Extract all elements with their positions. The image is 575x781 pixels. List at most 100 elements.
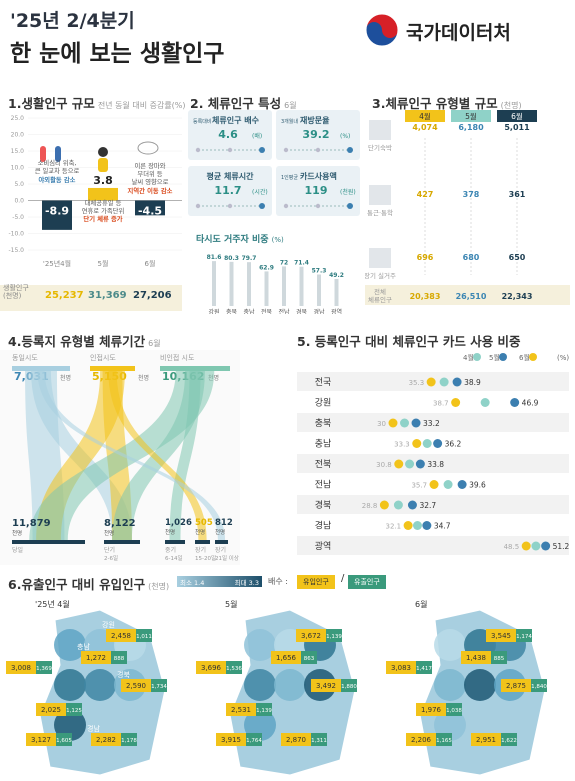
sec1-ytick: 25.0: [11, 115, 25, 122]
sec5-high-label: 39.6: [469, 481, 486, 490]
sec6-in-value: 3,696: [201, 664, 222, 672]
sec2-card-sublabel: 1인평균: [281, 174, 298, 181]
sec6-out-value: 1,622: [501, 738, 517, 744]
sec1-row-value-may: 31,369: [88, 290, 127, 301]
sec5-dot: [415, 459, 425, 469]
person-icon: [98, 147, 108, 157]
sec5-legend-label: 6월: [519, 353, 530, 362]
sec2-card-label: 평균 체류시간: [207, 171, 255, 181]
sec6-out-value: 1,840: [531, 684, 547, 690]
sec6-map-region: [244, 669, 276, 701]
sec4-bottom-sublabel: 15-20일: [195, 554, 216, 562]
sec5-category: 광역: [315, 540, 332, 552]
sec3-month-label: 6월: [511, 111, 523, 121]
sec5-dot: [439, 377, 449, 387]
sec1-note: 연휴로 가족단위: [82, 206, 125, 215]
sec6-out-value: 1,369: [36, 666, 52, 672]
sec4-bottom-value: 505: [195, 518, 213, 528]
sec3-title: 3.체류인구 유형별 규모 (천명): [372, 96, 522, 111]
sec2-ratio-value: 80.3: [224, 255, 239, 262]
sec6-slash: /: [341, 573, 345, 584]
sec6-in-box: [471, 733, 501, 746]
period-label: '25년 2/4분기: [10, 10, 135, 32]
sec2-card-dot: [347, 203, 353, 209]
sec5-low-label: 35.7: [411, 482, 427, 490]
sec5-row-bg: [297, 454, 569, 473]
sec1-note: 단기 체류 증가: [83, 214, 122, 223]
sec3-row-label: 단기숙박: [368, 143, 392, 152]
sec2-ratio-category: 경북: [296, 309, 308, 314]
sec5-dot: [388, 418, 398, 428]
sec6-out-value: 885: [494, 656, 505, 662]
sec5-legend-dot: [529, 353, 537, 361]
sec1-note: 대체공휴일 등: [85, 198, 122, 207]
sec6-in-value: 2,590: [126, 682, 146, 690]
sec6-out-box: [326, 629, 342, 642]
sec1-row-label: 생활인구 (천명): [3, 284, 29, 300]
sec4-title: 4.등록지 유형별 체류기간 6월: [8, 334, 161, 349]
sec4-bottom-unit: 천명: [195, 528, 205, 536]
sec3-row-label: 전체: [374, 287, 386, 296]
sec3-month-label: 5월: [465, 111, 477, 121]
sec4-bottom-label: 중기: [165, 546, 176, 554]
sec5-high-label: 32.7: [419, 501, 436, 510]
sec5-category: 전북: [315, 459, 332, 470]
sec1-bar: [88, 187, 118, 201]
sec5-category: 강원: [315, 398, 332, 409]
sec5-low-label: 33.3: [394, 441, 410, 449]
sec5-dot: [541, 541, 551, 551]
sec2-card: [188, 110, 272, 160]
sec6-out-value: 1,311: [311, 738, 327, 744]
sec6-out-box: [111, 651, 127, 664]
sec6-out-box: [226, 661, 242, 674]
sec2-ratio-value: 57.3: [312, 267, 327, 274]
sec6-in-box: [386, 661, 416, 674]
sec5-high-label: 51.2: [553, 542, 570, 551]
sec2-ratio-category: 전남: [278, 308, 290, 314]
thermometer-icon: [40, 146, 46, 162]
sec6-out-box: [256, 703, 272, 716]
sec2-ratio-category: 경남: [313, 308, 325, 314]
sec1-total-row: [0, 285, 182, 311]
sec5-high-label: 38.9: [464, 378, 481, 387]
sec6-out-value: 1,880: [341, 684, 357, 690]
sec5-legend-label: 5월: [489, 353, 500, 362]
sec2-card-unit: (배): [252, 132, 262, 140]
sec1-row-value-apr: 25,237: [45, 290, 84, 301]
sec2-card-label: 체류인구 배수: [212, 115, 260, 125]
sec6-in-value: 2,875: [506, 682, 526, 690]
sec1-note: 소비심리 위축,: [38, 158, 77, 167]
sec1-note: 지역간 이동 감소: [128, 186, 173, 195]
sec3-month-header: [405, 110, 445, 122]
sec2-ratio-value: 72: [280, 259, 288, 266]
sec4-bottom-sublabel: 21일 이상: [215, 554, 239, 562]
sec2-card-value: 11.7: [214, 184, 241, 197]
sec5-low-label: 48.5: [504, 543, 520, 551]
sec6-in-box: [311, 679, 341, 692]
sec6-out-box: [416, 661, 432, 674]
sec4-top-label: 비인접 시도: [160, 353, 195, 362]
sec6-out-value: 863: [304, 656, 315, 662]
sec2-card-label: 재방문율: [300, 115, 330, 125]
sec4-top-bar: [90, 366, 135, 371]
sec6-in-value: 2,282: [96, 736, 116, 744]
sec2-card-dot: [195, 147, 201, 153]
sec5-dot: [531, 541, 541, 551]
sec6-in-box: [196, 661, 226, 674]
sec6-in-value: 1,272: [86, 654, 106, 662]
sec4-bottom-value: 8,122: [104, 518, 136, 529]
sec2-card: [276, 110, 360, 160]
sec1-ytick: 0.0: [14, 198, 24, 205]
sec5-dot: [510, 398, 520, 407]
sec1-value-label: -4.5: [138, 205, 162, 218]
sec5-dot: [480, 398, 490, 407]
sec6-map-region: [464, 669, 496, 701]
building-icon: [369, 248, 391, 268]
sec6-out-value: 1,605: [56, 738, 72, 744]
sec6-region-label: 충북: [2, 652, 15, 661]
sec6-out-legend: 유출인구: [348, 575, 386, 589]
sec6-legend-gradient: 최소 1.4 최대 3.3: [177, 576, 262, 587]
sec4-flow: [108, 371, 207, 540]
sec1-bar: [42, 200, 72, 230]
